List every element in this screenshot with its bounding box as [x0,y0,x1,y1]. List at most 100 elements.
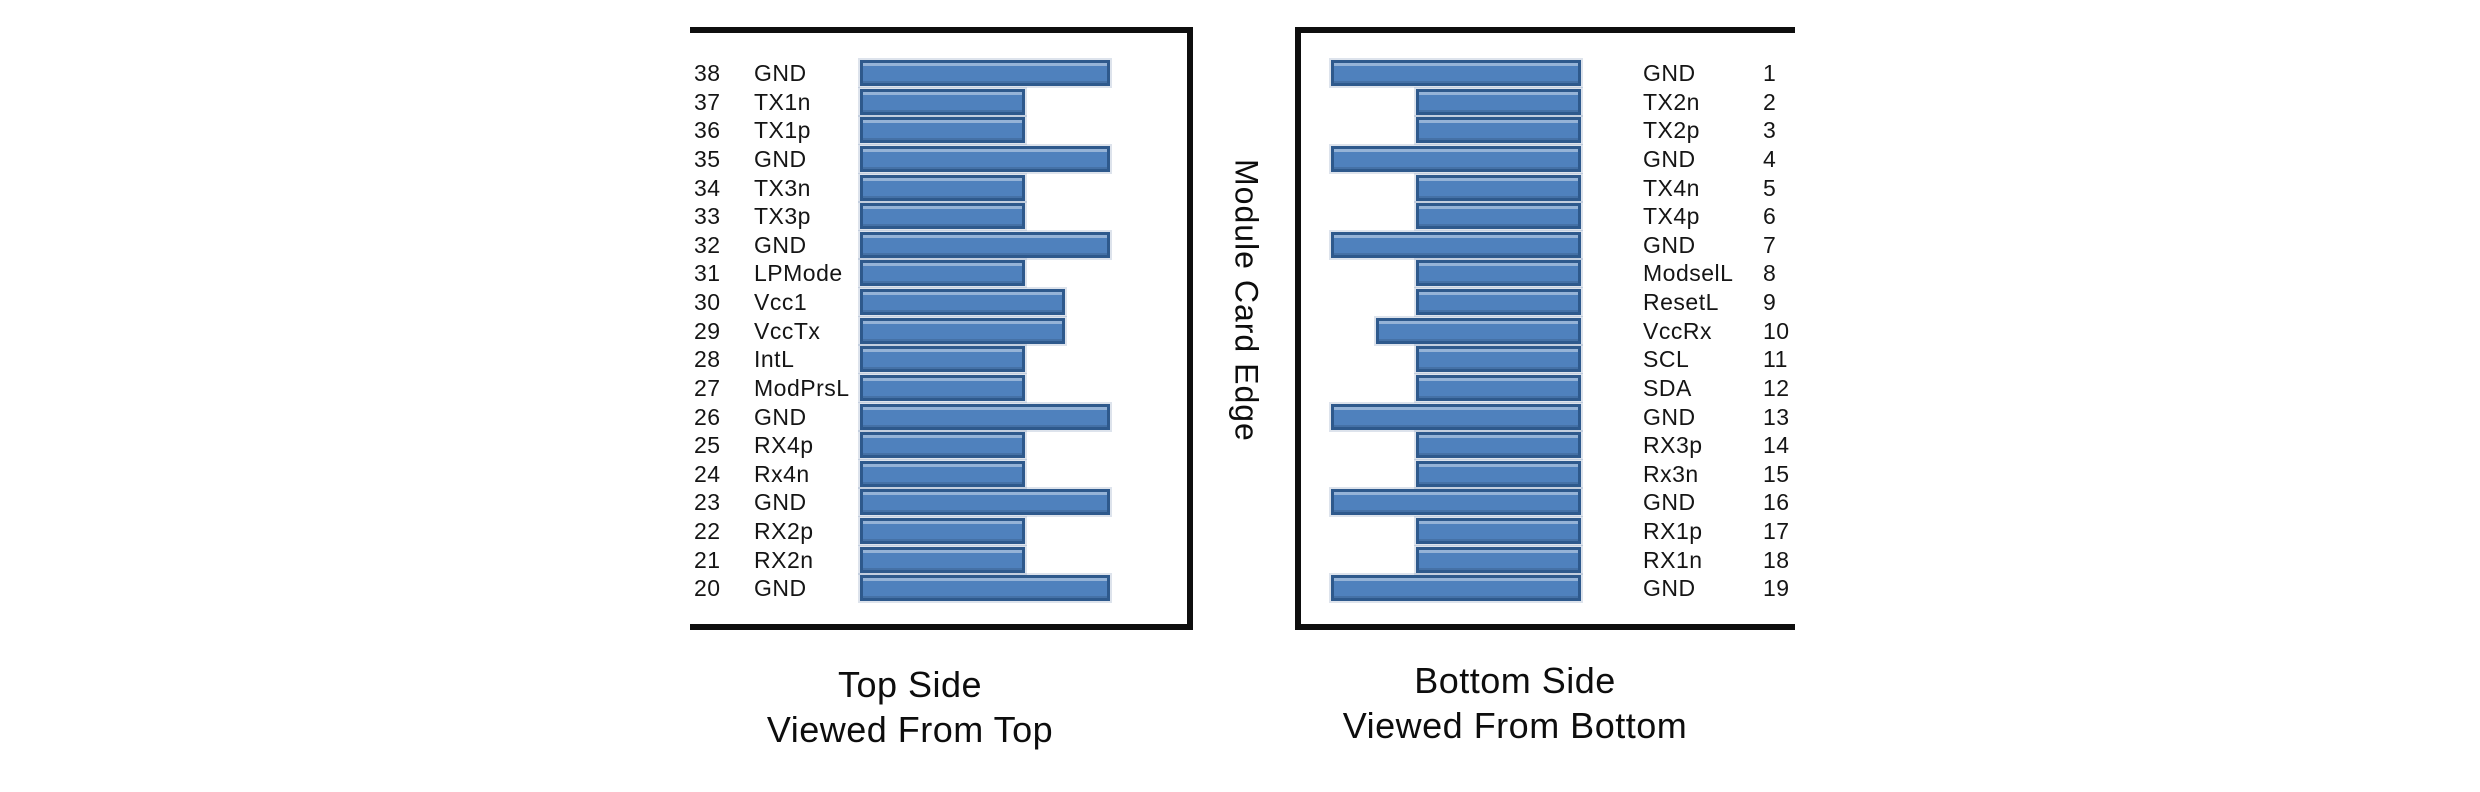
pin-label: TX2p [1643,117,1700,143]
pin-pad-bar [1416,461,1581,487]
pin-pad-bar [860,461,1025,487]
pin-label: GND [754,404,807,430]
pin-label: GND [1643,232,1696,258]
pin-pad-bar [860,318,1065,344]
pin-pad-bar [860,489,1110,515]
pin-label: ResetL [1643,289,1719,315]
pin-pad-bar [1331,60,1581,86]
pin-pad-bar [1416,547,1581,573]
pin-row: 3 TX2p [1301,117,1795,143]
pin-label: GND [754,146,807,172]
pin-number: 9 [1763,289,1777,315]
bottom-side-caption: Bottom Side Viewed From Bottom [1295,658,1735,748]
pin-row: 4 GND [1301,146,1795,172]
pin-number: 4 [1763,146,1777,172]
pin-label: TX1p [754,117,811,143]
pin-number: 1 [1763,60,1777,86]
pin-pad-bar [1331,404,1581,430]
pin-row: 23 GND [690,489,1187,515]
pin-label: TX4p [1643,203,1700,229]
pin-row: 17 RX1p [1301,518,1795,544]
pin-row: 26 GND [690,404,1187,430]
pin-label: GND [1643,575,1696,601]
pin-row: 7 GND [1301,232,1795,258]
pin-number: 34 [694,175,721,201]
pin-number: 35 [694,146,721,172]
pin-pad-bar [1416,203,1581,229]
pin-number: 17 [1763,518,1790,544]
pin-row: 24 Rx4n [690,461,1187,487]
pin-pad-bar [1416,518,1581,544]
pin-row: 11 SCL [1301,346,1795,372]
pin-pad-bar [1331,232,1581,258]
pin-label: ModPrsL [754,375,850,401]
pin-pad-bar [1416,375,1581,401]
pin-label: GND [1643,60,1696,86]
pin-label: GND [754,489,807,515]
pin-row: 6 TX4p [1301,203,1795,229]
pin-pad-bar [860,547,1025,573]
pin-pad-bar [860,346,1025,372]
pin-pad-bar [860,232,1110,258]
bottom-side-caption-line1: Bottom Side [1414,660,1616,701]
pin-number: 23 [694,489,721,515]
pin-number: 38 [694,60,721,86]
top-side-caption: Top Side Viewed From Top [690,662,1130,752]
module-card-edge-label: Module Card Edge [1228,158,1265,442]
pin-number: 19 [1763,575,1790,601]
pin-row: 27 ModPrsL [690,375,1187,401]
pin-row: 12 SDA [1301,375,1795,401]
pin-pad-bar [1416,432,1581,458]
pin-pad-bar [860,575,1110,601]
pin-row: 25 RX4p [690,432,1187,458]
pin-pad-bar [860,117,1025,143]
pin-number: 29 [694,318,721,344]
pin-label: RX1p [1643,518,1703,544]
pin-label: Rx3n [1643,461,1699,487]
pin-label: TX2n [1643,89,1700,115]
pin-number: 13 [1763,404,1790,430]
pin-pad-bar [1331,146,1581,172]
pin-label: GND [1643,404,1696,430]
pin-label: LPMode [754,260,843,286]
pin-number: 21 [694,547,721,573]
pin-number: 8 [1763,260,1777,286]
pin-number: 22 [694,518,721,544]
pin-number: 31 [694,260,721,286]
pin-number: 30 [694,289,721,315]
pin-row: 37 TX1n [690,89,1187,115]
pin-label: GND [754,232,807,258]
pin-number: 2 [1763,89,1777,115]
pin-number: 37 [694,89,721,115]
pin-number: 12 [1763,375,1790,401]
pin-label: Rx4n [754,461,810,487]
pin-number: 27 [694,375,721,401]
pin-pad-bar [1331,575,1581,601]
pin-number: 36 [694,117,721,143]
pin-label: TX1n [754,89,811,115]
module-card-edge-label-box: Module Card Edge [1196,140,1296,460]
pin-pad-bar [860,432,1025,458]
pin-row: 5 TX4n [1301,175,1795,201]
pin-row: 28 IntL [690,346,1187,372]
pin-row: 13 GND [1301,404,1795,430]
pin-row: 15 Rx3n [1301,461,1795,487]
pin-label: TX3p [754,203,811,229]
pin-number: 11 [1763,346,1788,372]
pin-label: TX4n [1643,175,1700,201]
pin-pad-bar [860,60,1110,86]
bottom-side-pin-list: 1 GND 2 TX2n 3 TX2p 4 GND 5 TX4n 6 TX4p 7 GND 8 ModselL… [1301,33,1795,624]
pin-label: RX3p [1643,432,1703,458]
pin-row: 30 Vcc1 [690,289,1187,315]
top-side-panel: 38 GND 37 TX1n 36 TX1p 35 GND 34 TX3n 33 TX3p 32 GND 3… [690,27,1193,630]
pin-number: 25 [694,432,721,458]
pin-pad-bar [860,203,1025,229]
top-side-caption-line2: Viewed From Top [766,709,1054,750]
pin-row: 18 RX1n [1301,547,1795,573]
pin-label: Vcc1 [754,289,808,315]
pin-label: RX2n [754,547,814,573]
bottom-side-caption-line2: Viewed From Bottom [1342,705,1688,746]
pin-pad-bar [860,175,1025,201]
pin-number: 14 [1763,432,1790,458]
